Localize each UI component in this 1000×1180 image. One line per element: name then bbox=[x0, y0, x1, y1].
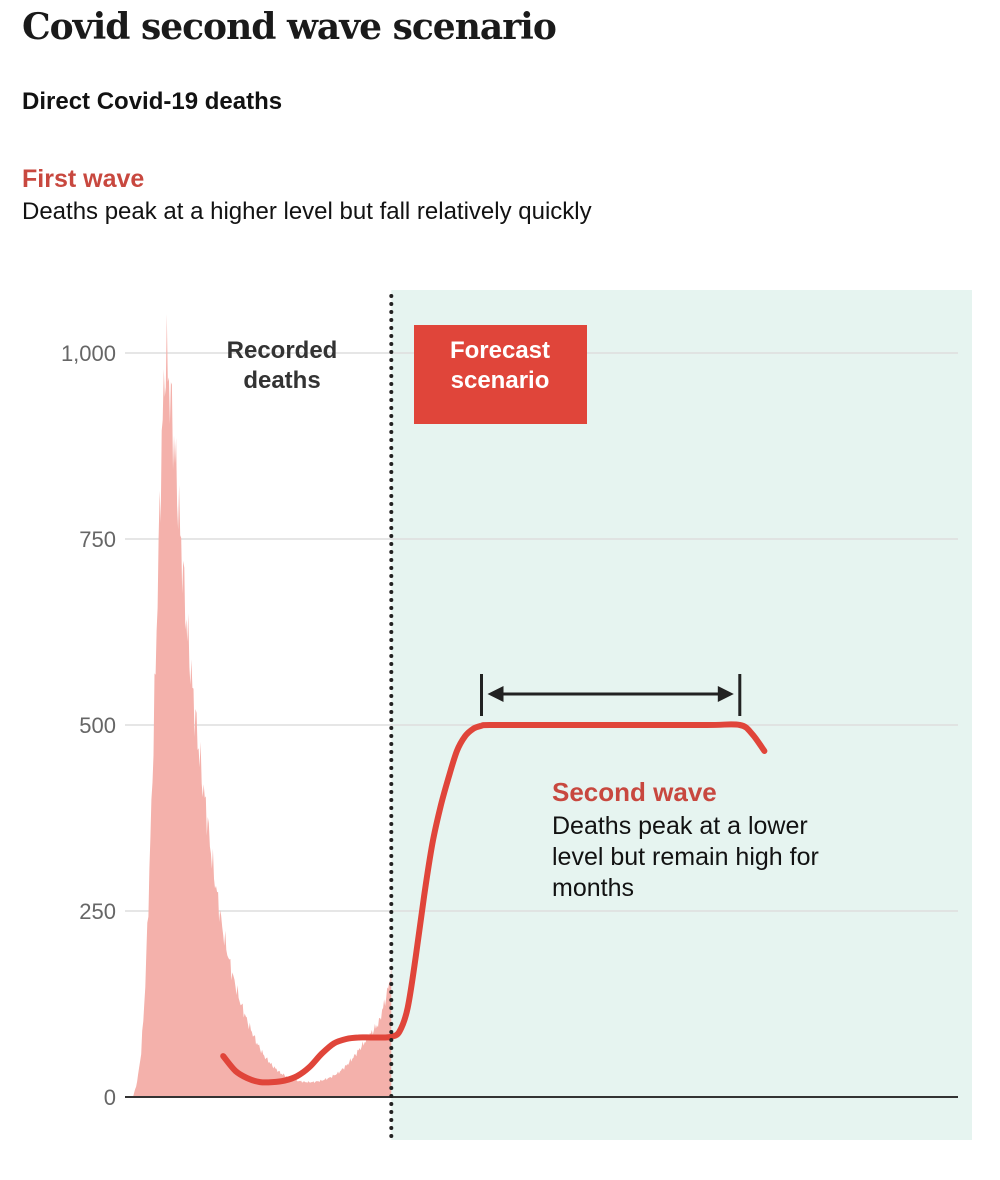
recorded-deaths-area bbox=[133, 313, 392, 1097]
forecast-scenario-box bbox=[414, 325, 587, 424]
forecast-scenario-label-line1: Forecast bbox=[450, 337, 550, 364]
forecast-scenario-line bbox=[220, 721, 768, 1086]
plateau-duration-marker bbox=[480, 674, 742, 716]
y-axis-tick-labels: 0 250 500 750 1,000 bbox=[61, 341, 116, 1110]
y-tick-label: 500 bbox=[79, 713, 116, 738]
second-wave-text-line2: level but remain high for bbox=[552, 843, 819, 871]
recorded-deaths-label-line1: Recorded bbox=[227, 337, 338, 364]
forecast-region-background bbox=[391, 290, 972, 1140]
y-tick-label: 750 bbox=[79, 527, 116, 552]
forecast-scenario-label-line2: scenario bbox=[451, 367, 550, 394]
second-wave-text-line3: months bbox=[552, 874, 634, 902]
chart-subtitle: Direct Covid-19 deaths bbox=[22, 88, 283, 115]
plateau-arrow-left-head bbox=[487, 686, 504, 702]
plateau-arrow-right-head bbox=[717, 686, 734, 702]
second-wave-text-line1: Deaths peak at a lower bbox=[552, 812, 808, 840]
chart-title: Covid second wave scenario bbox=[22, 6, 557, 48]
recorded-deaths-label-line2: deaths bbox=[243, 367, 320, 394]
y-tick-label: 0 bbox=[104, 1085, 116, 1110]
y-tick-label: 1,000 bbox=[61, 341, 116, 366]
y-tick-label: 250 bbox=[79, 899, 116, 924]
first-wave-description: Deaths peak at a higher level but fall r… bbox=[22, 198, 592, 225]
first-wave-label: First wave bbox=[22, 165, 145, 193]
second-wave-label: Second wave bbox=[552, 777, 717, 807]
